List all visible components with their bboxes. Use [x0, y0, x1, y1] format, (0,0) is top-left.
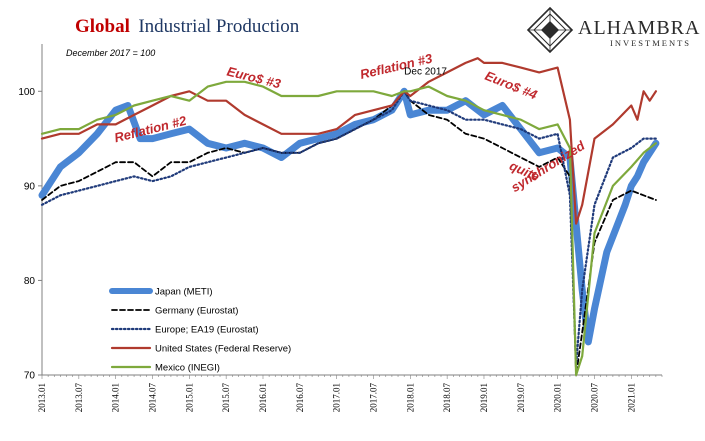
- x-tick-label: 2018.01: [405, 383, 415, 412]
- x-tick-label: 2016.07: [295, 383, 305, 413]
- y-tick-label: 80: [24, 276, 36, 287]
- x-tick-label: 2016.01: [258, 383, 268, 412]
- title-part-global: Global: [75, 16, 130, 37]
- chart-subtitle: December 2017 = 100: [66, 48, 155, 58]
- series-line-mexico-inegi: [40, 80, 657, 377]
- title-part-rest: Industrial Production: [138, 16, 299, 37]
- legend-label: United States (Federal Reserve): [155, 344, 291, 355]
- legend-label: Germany (Eurostat): [155, 306, 238, 317]
- annotation-label: Euro$ #4: [483, 68, 540, 103]
- x-tick-label: 2020.07: [589, 383, 599, 413]
- annotation-label: Euro$ #3: [225, 64, 283, 92]
- legend: Japan (METI) Germany (Eurostat) Europe; EA…: [109, 287, 291, 374]
- brand-name: ALHAMBRA: [578, 17, 700, 39]
- x-tick-label: 2013.01: [37, 383, 47, 412]
- y-tick-label: 100: [18, 87, 35, 98]
- x-tick-label: 2021.01: [626, 383, 636, 412]
- x-tick-label: 2020.01: [553, 383, 563, 412]
- alhambra-emblem-icon: [526, 6, 574, 54]
- series-layer: [38, 57, 660, 377]
- chart-title: Global Industrial Production: [75, 16, 300, 37]
- series-united-states-federal-reserve: [40, 57, 657, 225]
- series-mexico-inegi: [40, 80, 657, 377]
- legend-label: Mexico (INEGI): [155, 363, 220, 374]
- x-tick-label: 2019.07: [516, 383, 526, 413]
- legend-label: Europe; EA19 (Eurostat): [155, 325, 259, 336]
- x-tick-label: 2013.07: [74, 383, 84, 413]
- x-tick-label: 2019.01: [479, 383, 489, 412]
- y-tick-label: 70: [24, 371, 36, 382]
- annotation-label: Dec 2017: [404, 66, 447, 77]
- series-line-united-states-federal-reserve: [40, 57, 657, 225]
- brand-tagline: INVESTMENTS: [610, 38, 691, 48]
- axes: 70 80 90 100 2013.01 2013.07 2014.01 2014.07 201…: [18, 44, 663, 413]
- x-tick-label: 2018.07: [442, 383, 452, 413]
- x-tick-label: 2017.01: [332, 383, 342, 412]
- x-tick-label: 2015.01: [184, 383, 194, 412]
- x-tick-label: 2014.07: [147, 383, 157, 413]
- brand-logo: ALHAMBRA INVESTMENTS: [526, 6, 700, 54]
- legend-label: Japan (METI): [155, 287, 213, 298]
- y-tick-label: 90: [24, 181, 36, 192]
- x-tick-label: 2017.07: [368, 383, 378, 413]
- x-tick-label: 2014.01: [111, 383, 121, 412]
- x-tick-label: 2015.07: [221, 383, 231, 413]
